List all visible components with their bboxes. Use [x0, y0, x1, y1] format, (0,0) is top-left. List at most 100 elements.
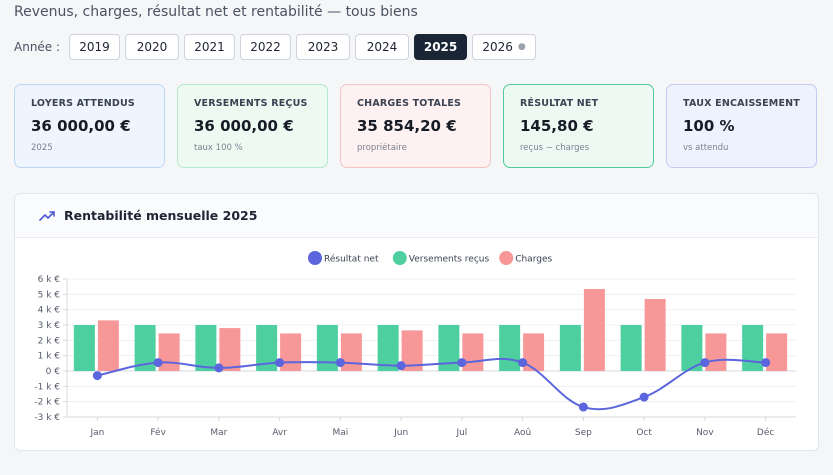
net-result-card: RÉSULTAT NET 145,80 € reçus − charges — [503, 84, 654, 168]
bar-versements-reçus — [438, 325, 460, 371]
bar-charges — [583, 288, 605, 371]
bar-charges — [523, 333, 545, 371]
year-button-2020[interactable]: 2020 — [125, 34, 180, 60]
bar-charges — [97, 320, 119, 371]
bar-versements-reçus — [559, 325, 581, 371]
x-tick-label: Jan — [89, 428, 104, 438]
year-button-label: 2022 — [250, 40, 281, 54]
year-button-2024[interactable]: 2024 — [355, 34, 410, 60]
y-tick-label: 2 k € — [38, 336, 61, 346]
expected-rent-card: LOYERS ATTENDUS 36 000,00 € 2025 — [14, 84, 165, 168]
card-label: RÉSULTAT NET — [520, 98, 599, 109]
x-tick-label: Sep — [575, 428, 592, 438]
legend-label: Charges — [515, 255, 552, 265]
bar-charges — [462, 333, 484, 371]
bar-charges — [280, 333, 302, 371]
bar-charges — [401, 330, 423, 371]
bar-charges — [340, 333, 362, 371]
monthly-profitability-panel: Rentabilité mensuelle 2025 6 k € 5 k € 4 k… — [14, 193, 819, 451]
year-button-2021[interactable]: 2021 — [184, 34, 236, 60]
year-button-label: 2019 — [79, 40, 110, 54]
year-button-2023[interactable]: 2023 — [296, 34, 351, 60]
bar-charges — [766, 333, 788, 371]
y-tick-label: 3 k € — [38, 321, 61, 331]
x-tick-label: Oct — [636, 428, 652, 438]
card-label: LOYERS ATTENDUS — [31, 98, 135, 109]
y-tick-label: 5 k € — [38, 290, 61, 300]
year-filter-label: Année : — [14, 40, 61, 54]
x-tick-label: Nov — [696, 428, 714, 438]
y-tick-label: 0 € — [46, 367, 61, 377]
x-tick-label: Jun — [393, 428, 408, 438]
collection-rate-card: TAUX ENCAISSEMENT 100 % vs attendu — [666, 84, 817, 168]
point-resultat-net — [761, 358, 771, 368]
year-button-label: 2020 — [136, 40, 168, 54]
y-tick-label: -1 k € — [34, 382, 60, 392]
year-button-label: 2026 — [482, 40, 513, 54]
point-resultat-net — [92, 371, 102, 381]
bar-versements-reçus — [134, 325, 156, 371]
y-tick-label: -2 k € — [34, 398, 60, 408]
card-value: 100 % — [683, 117, 735, 135]
year-button-2022[interactable]: 2022 — [240, 34, 292, 60]
panel-title: Rentabilité mensuelle 2025 — [64, 208, 258, 223]
card-subtext: reçus − charges — [520, 143, 590, 153]
point-resultat-net — [214, 363, 224, 373]
x-tick-label: Aoû — [514, 428, 531, 438]
point-resultat-net — [457, 358, 467, 368]
monthly-chart: 6 k € 5 k € 4 k € 3 k € 2 k € 1 k € 0 € -1 k € -… — [34, 251, 796, 438]
year-button-2019[interactable]: 2019 — [69, 34, 121, 60]
y-tick-label: -3 k € — [34, 413, 60, 423]
point-resultat-net — [153, 358, 163, 368]
x-tick-label: Jul — [455, 428, 467, 438]
bar-charges — [644, 298, 666, 371]
card-subtext: propriétaire — [357, 143, 407, 153]
legend-label: Versements reçus — [409, 255, 490, 265]
payments-received-card: VERSEMENTS REÇUS 36 000,00 € taux 100 % — [177, 84, 328, 168]
bar-versements-reçus — [377, 325, 399, 371]
x-tick-label: Mar — [210, 428, 227, 438]
point-resultat-net — [275, 358, 285, 368]
legend-swatch — [308, 251, 322, 265]
point-resultat-net — [700, 358, 710, 368]
bar-versements-reçus — [620, 325, 642, 371]
legend-label: Résultat net — [324, 254, 379, 265]
card-subtext: taux 100 % — [194, 143, 243, 153]
y-tick-label: 6 k € — [38, 275, 61, 285]
summary-cards: LOYERS ATTENDUS 36 000,00 € 2025 VERSEMENTS… — [14, 84, 829, 168]
year-button-2026[interactable]: 2026 ● — [472, 34, 537, 60]
card-value: 35 854,20 € — [357, 117, 457, 135]
x-tick-label: Mai — [332, 428, 348, 438]
y-tick-label: 1 k € — [38, 352, 61, 362]
point-resultat-net — [578, 402, 588, 412]
x-tick-label: Fév — [150, 427, 166, 438]
trending-up-icon — [39, 210, 55, 221]
card-label: TAUX ENCAISSEMENT — [683, 98, 800, 109]
point-resultat-net — [396, 361, 406, 371]
legend-swatch — [499, 251, 514, 265]
legend-swatch — [392, 251, 407, 265]
card-subtext: 2025 — [31, 143, 53, 153]
bar-versements-reçus — [742, 325, 764, 371]
point-resultat-net — [518, 358, 528, 368]
card-value: 145,80 € — [520, 117, 594, 135]
year-button-2025[interactable]: 2025 — [414, 34, 468, 60]
year-button-label: 2021 — [194, 40, 225, 54]
bar-versements-reçus — [256, 325, 278, 371]
bar-charges — [219, 328, 241, 371]
bar-versements-reçus — [316, 325, 338, 371]
bar-charges — [158, 333, 180, 371]
bar-versements-reçus — [499, 325, 521, 371]
card-value: 36 000,00 € — [194, 117, 294, 135]
y-tick-label: 4 k € — [38, 306, 61, 316]
year-button-label: 2025 — [423, 40, 458, 54]
year-filter: Année : 2019 2020 2021 2022 2023 2024 2025 2026… — [14, 34, 541, 60]
bar-versements-reçus — [73, 325, 95, 371]
point-resultat-net — [639, 392, 649, 402]
year-button-label: 2024 — [366, 40, 398, 54]
card-label: CHARGES TOTALES — [357, 98, 462, 109]
year-button-label: 2023 — [307, 40, 339, 54]
pending-dot-icon: ● — [517, 42, 526, 52]
card-value: 36 000,00 € — [31, 117, 131, 135]
point-resultat-net — [335, 358, 345, 368]
